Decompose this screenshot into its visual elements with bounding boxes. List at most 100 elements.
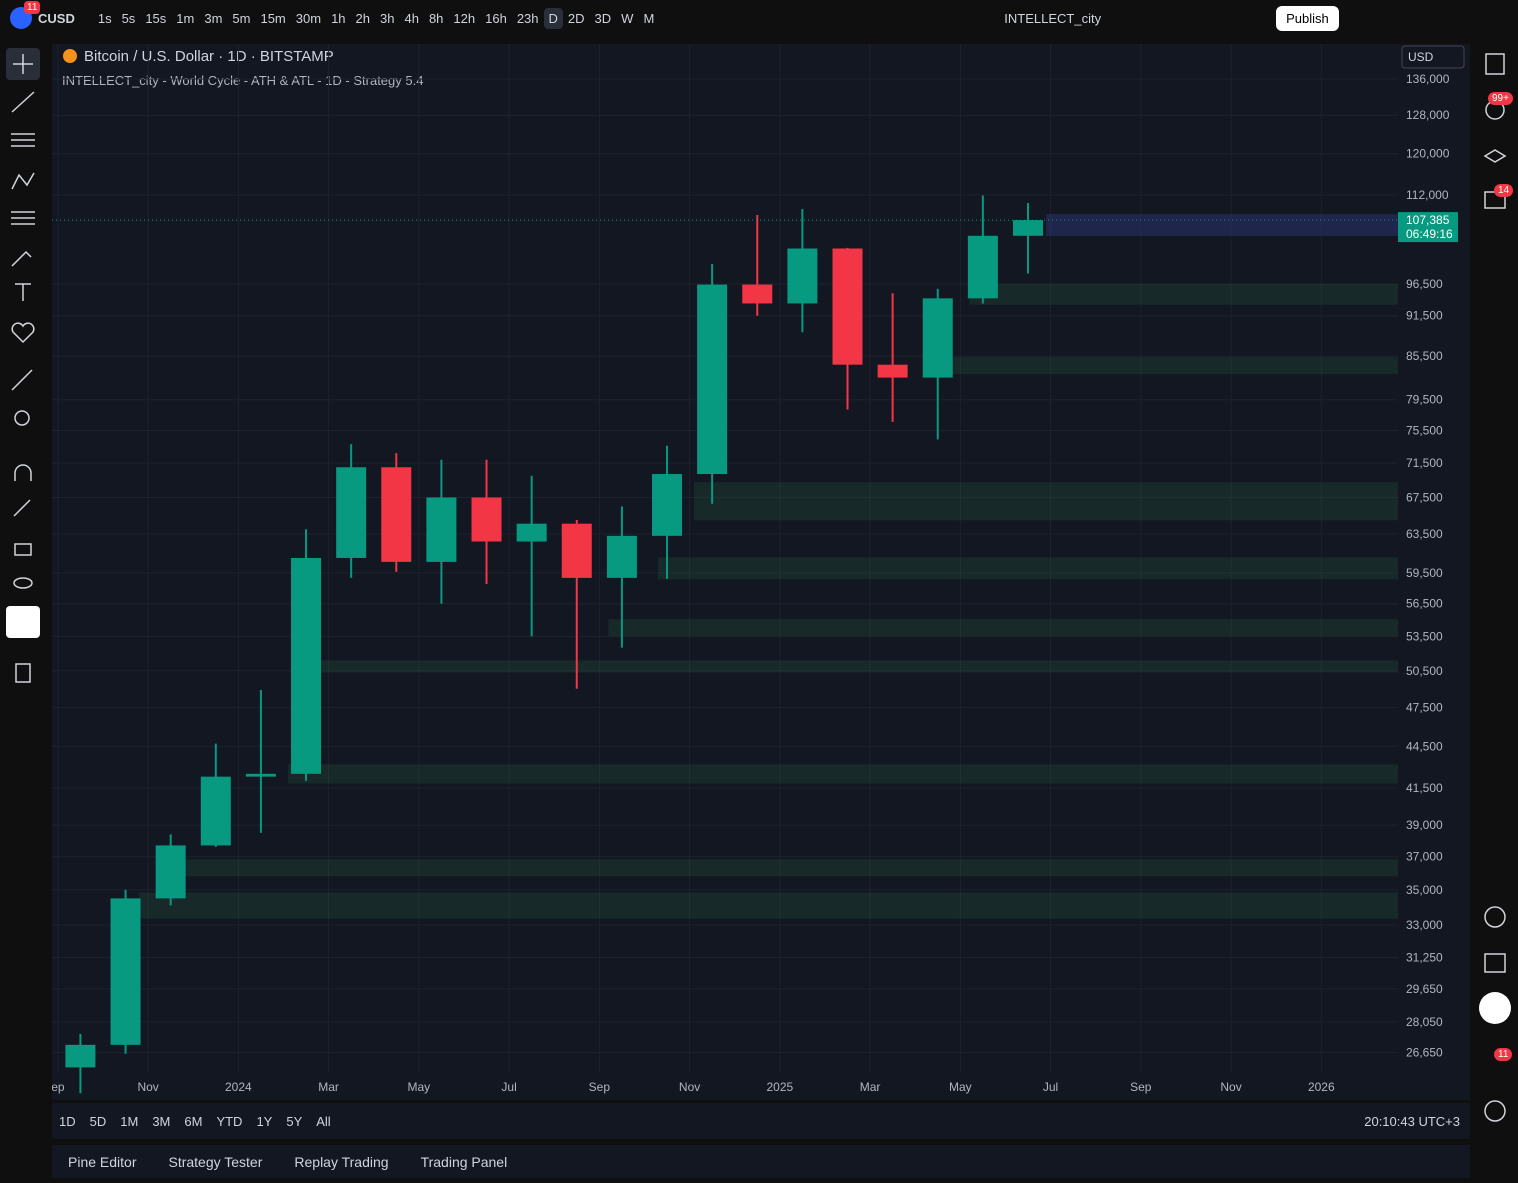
interval[interactable]: 1m [176,10,195,26]
pen-icon[interactable] [13,499,31,517]
tab[interactable]: Pine Editor [68,1153,137,1170]
y-tick-label: 63,500 [1406,527,1443,541]
range-button[interactable]: 1Y [256,1113,273,1129]
range-button[interactable]: 1M [120,1113,139,1129]
interval[interactable]: 2h [355,10,370,26]
x-tick-label: 2024 [225,1080,252,1094]
forecast-icon[interactable] [11,211,35,225]
interval[interactable]: 23h [516,10,539,26]
tab[interactable]: Replay Trading [294,1153,389,1170]
favorite-icon[interactable] [11,322,35,344]
candle-body [245,773,276,777]
range-button[interactable]: 1D [59,1113,76,1129]
range-button[interactable]: All [316,1113,331,1129]
interval[interactable]: 1h [331,10,346,26]
range-button[interactable]: 6M [184,1113,203,1129]
candle-body [606,535,637,578]
avatar[interactable]: 11 [10,1,41,29]
range-button[interactable]: 5Y [286,1113,303,1129]
y-tick-label: 67,500 [1406,490,1443,504]
candle-body [471,497,502,542]
calendar-icon[interactable] [1484,953,1506,973]
zone [608,619,1398,637]
last-price-label: 107,385 [1406,213,1450,227]
tab[interactable]: Strategy Tester [168,1153,263,1170]
range-button[interactable]: 3M [152,1113,171,1129]
line-icon[interactable] [11,91,35,113]
interval[interactable]: 3m [204,10,223,26]
symbol[interactable]: CUSD [38,10,75,26]
y-tick-label: 91,500 [1406,309,1443,323]
countdown: 06:49:16 [1406,227,1453,241]
ruler-icon[interactable] [11,369,33,391]
interval[interactable]: W [621,10,634,26]
interval[interactable]: 15s [145,10,167,26]
current-zone [1046,214,1398,237]
bottom-tabs: Pine Editor Strategy Tester Replay Trading… [52,1145,1470,1178]
brush-icon[interactable] [11,250,32,267]
interval[interactable]: 2D [567,10,585,26]
range-button[interactable]: YTD [216,1113,243,1129]
publish-button[interactable]: Publish [1276,5,1339,31]
interval[interactable]: 5s [121,10,136,26]
crosshair-icon[interactable] [13,54,33,74]
link-tool[interactable] [6,606,40,638]
interval[interactable]: 30m [295,10,322,26]
trash-icon[interactable] [15,663,31,683]
eye-icon[interactable] [13,577,33,589]
zoom-icon[interactable] [14,410,30,426]
candle-body [516,523,547,542]
drawing-toolbar [0,44,46,1178]
magnet-icon[interactable] [14,464,32,481]
target-icon[interactable] [1484,906,1506,928]
interval[interactable]: 1s [97,10,112,26]
interval[interactable]: 15m [260,10,286,26]
x-tick-label: May [408,1080,431,1094]
layers-icon[interactable] [1483,149,1507,163]
range-button[interactable]: 5D [89,1113,107,1129]
zone [179,859,1398,877]
y-tick-label: 50,500 [1406,664,1443,678]
bell-icon[interactable] [1484,1100,1506,1122]
interval[interactable]: 3D [594,10,612,26]
x-tick-label: Nov [1220,1080,1241,1094]
interval[interactable]: 8h [428,10,444,26]
watchlist-icon[interactable] [1485,53,1505,75]
pattern-icon[interactable] [11,172,35,190]
clock: 20:10:43 UTC+3 [1364,1113,1460,1129]
currency-select[interactable] [1401,45,1465,69]
y-tick-label: 33,000 [1406,918,1443,932]
interval[interactable]: M [643,10,655,26]
candle-body [877,364,908,378]
y-tick-label: 28,050 [1406,1015,1443,1029]
y-tick-label: 29,650 [1406,982,1443,996]
layout-name[interactable]: INTELLECT_city [1004,10,1102,26]
tab[interactable]: Trading Panel [420,1153,508,1170]
interval[interactable]: D [543,7,563,29]
fib-icon[interactable] [11,133,35,147]
candle-body [967,235,998,299]
interval[interactable]: 5m [232,10,251,26]
interval[interactable]: 12h [453,10,476,26]
interval[interactable]: 16h [485,10,507,26]
y-tick-label: 56,500 [1406,597,1443,611]
indicator-title: INTELLECT_city - World Cycle - ATH & ATL… [62,73,423,88]
candle-body [561,523,592,578]
chart[interactable]: Bitcoin / U.S. Dollar · 1D · BITSTAMP IN… [52,44,1470,1100]
text-icon[interactable] [15,283,31,301]
candle-body [832,248,863,365]
x-tick-label: Mar [860,1080,881,1094]
top-toolbar: 11 CUSD 1s 5s 15s 1m 3m 5m 15m 30m 1h 2h 3h 4h 8h 12h… [0,0,1518,36]
y-tick-label: 112,000 [1406,188,1449,202]
currency: USD [1408,50,1434,64]
y-tick-label: 85,500 [1406,349,1443,363]
sidebar-icons [1479,53,1511,1122]
candle-body [291,557,322,774]
candle-body [742,284,773,304]
apps-icon[interactable] [1479,992,1511,1024]
x-tick-label: ep [52,1080,65,1094]
lock-icon[interactable] [14,543,32,556]
interval[interactable]: 3h [380,10,395,26]
y-tick-label: 79,500 [1406,393,1443,407]
interval[interactable]: 4h [404,10,419,26]
